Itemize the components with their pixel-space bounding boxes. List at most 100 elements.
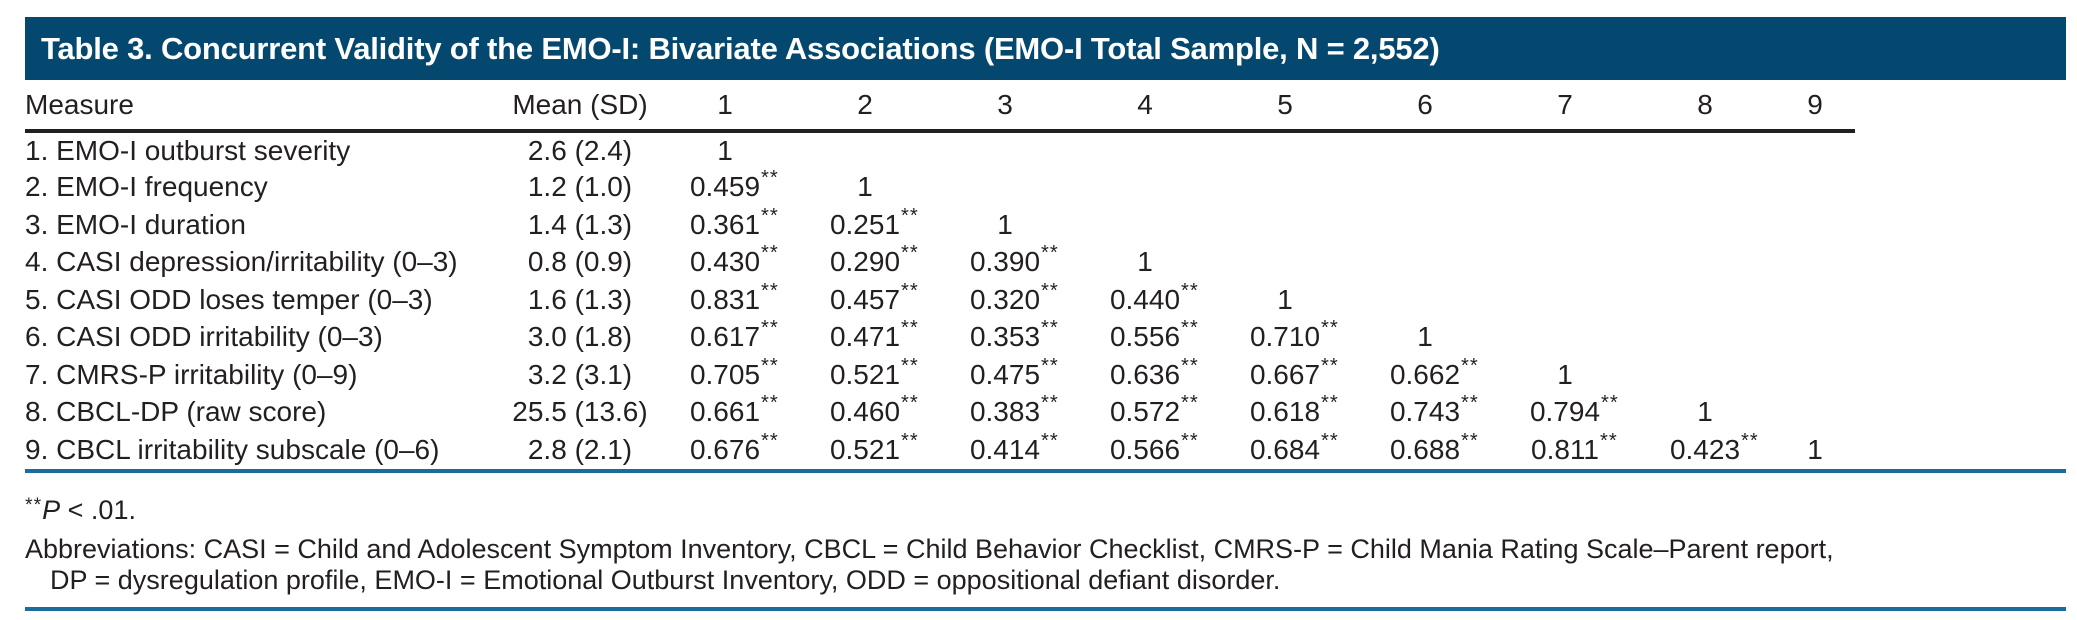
mean-sd-value: 1.2 (1.0): [527, 171, 633, 203]
correlation-cell: [1355, 281, 1495, 319]
correlation-value: 0.460 **: [829, 392, 919, 428]
correlation-value: 0.794 **: [1529, 392, 1619, 428]
abbreviations-note: Abbreviations: CASI = Child and Adolesce…: [25, 534, 2066, 596]
significance-stars: **: [901, 242, 919, 265]
correlation-cell: [1215, 244, 1355, 282]
correlation-cell: [1635, 131, 1775, 169]
correlation-cell: 0.471 **: [795, 317, 935, 357]
correlation-value: 1: [1697, 396, 1713, 428]
table-title: Table 3. Concurrent Validity of the EMO-…: [41, 31, 1440, 66]
significance-stars: **: [1181, 279, 1199, 302]
significance-stars: **: [761, 317, 779, 340]
correlation-value: 0.390 **: [969, 242, 1059, 278]
correlation-cell: 0.667 **: [1215, 355, 1355, 394]
significance-stars: **: [1181, 354, 1199, 377]
correlation-value: 0.521 **: [829, 429, 919, 465]
significance-stars: **: [901, 279, 919, 302]
correlation-cell: [1215, 131, 1355, 169]
correlation-cell: [1495, 131, 1635, 169]
correlation-value: 0.662 **: [1389, 354, 1479, 390]
figure-bottom-rule: [25, 606, 2066, 611]
correlation-cell: [1635, 206, 1775, 244]
significance-stars: **: [761, 429, 779, 452]
correlation-cell: 0.423 **: [1635, 429, 1775, 469]
correlation-value: 1: [997, 208, 1013, 240]
correlation-cell: 1: [655, 131, 795, 169]
correlation-cell: 0.705 **: [655, 354, 795, 394]
correlation-cell: [1495, 319, 1635, 357]
significance-stars: **: [901, 429, 919, 452]
header-col-6: 6: [1355, 80, 1495, 133]
significance-stars: **: [1041, 392, 1059, 415]
correlation-value: 0.475 **: [969, 354, 1059, 390]
significance-p-symbol: P: [42, 494, 61, 525]
header-col-1: 1: [655, 80, 795, 133]
correlation-cell: 1: [795, 169, 935, 207]
correlation-cell: 0.459 **: [655, 167, 795, 207]
measure-label: 1. EMO-I outburst severity: [25, 134, 351, 166]
measure-label: 9. CBCL irritability subscale (0–6): [25, 433, 440, 465]
correlation-cell: 1: [1635, 394, 1775, 432]
significance-stars: **: [1041, 354, 1059, 377]
table-body: 1. EMO-I outburst severity 2.6 (2.4) 1 2. E…: [25, 131, 1855, 469]
correlation-cell: 0.460 **: [795, 392, 935, 432]
correlation-value: 1: [1137, 246, 1153, 278]
correlation-cell: [935, 169, 1075, 207]
measure-label: 6. CASI ODD irritability (0–3): [25, 321, 383, 353]
correlation-cell: [1775, 206, 1855, 244]
correlation-value: 0.831 **: [689, 279, 779, 315]
correlation-cell: 0.572 **: [1075, 392, 1215, 432]
correlation-cell: 0.811 **: [1495, 429, 1635, 469]
correlation-cell: 0.661 **: [655, 392, 795, 432]
significance-stars: **: [1181, 429, 1199, 452]
correlation-cell: 1: [1495, 356, 1635, 394]
significance-stars: **: [1321, 429, 1339, 452]
table-row: 8. CBCL-DP (raw score) 25.5 (13.6) 0.661 **…: [25, 392, 1855, 432]
table-row: 4. CASI depression/irritability (0–3) 0.8…: [25, 242, 1855, 282]
correlation-cell: 0.794 **: [1495, 392, 1635, 432]
correlation-cell: [935, 131, 1075, 169]
correlation-value: 0.636 **: [1109, 354, 1199, 390]
correlation-table: Measure Mean (SD) 1 2 3 4 5 6 7 8 9 1. E…: [25, 80, 1855, 469]
table-bottom-rule: [25, 468, 2066, 473]
correlation-cell: 0.383 **: [935, 392, 1075, 432]
significance-stars: **: [1600, 429, 1618, 452]
header-col-3: 3: [935, 80, 1075, 133]
correlation-cell: 0.688 **: [1355, 429, 1495, 469]
correlation-value: 0.811 **: [1531, 429, 1618, 465]
table-content: Table 3. Concurrent Validity of the EMO-…: [25, 0, 2066, 611]
measure-label: 2. EMO-I frequency: [25, 171, 268, 203]
mean-sd-value: 2.6 (2.4): [527, 134, 633, 166]
significance-stars: **: [1461, 392, 1479, 415]
correlation-cell: 0.290 **: [795, 242, 935, 282]
significance-stars: **: [901, 317, 919, 340]
correlation-value: 0.743 **: [1389, 392, 1479, 428]
correlation-cell: [1635, 356, 1775, 394]
correlation-value: 0.459 **: [689, 167, 779, 203]
correlation-cell: [1075, 131, 1215, 169]
significance-stars: **: [901, 204, 919, 227]
significance-stars: **: [1461, 429, 1479, 452]
correlation-value: 0.572 **: [1109, 392, 1199, 428]
significance-stars: **: [761, 392, 779, 415]
significance-stars: **: [761, 279, 779, 302]
correlation-cell: 1: [935, 206, 1075, 244]
significance-stars: **: [1601, 392, 1619, 415]
correlation-cell: 0.440 **: [1075, 279, 1215, 319]
correlation-cell: [1635, 281, 1775, 319]
significance-stars: **: [1321, 317, 1339, 340]
correlation-cell: [1775, 319, 1855, 357]
significance-stars: **: [901, 392, 919, 415]
correlation-value: 0.353 **: [969, 317, 1059, 353]
significance-stars: **: [25, 493, 43, 516]
correlation-cell: 0.390 **: [935, 242, 1075, 282]
mean-sd-value: 1.6 (1.3): [527, 283, 633, 315]
correlation-cell: 0.361 **: [655, 205, 795, 244]
significance-stars: **: [1041, 429, 1059, 452]
correlation-value: 0.457 **: [829, 279, 919, 315]
correlation-cell: [1075, 169, 1215, 207]
correlation-cell: 0.521 **: [795, 355, 935, 394]
correlation-value: 0.423 **: [1669, 429, 1759, 465]
significance-stars: **: [761, 167, 779, 190]
significance-stars: **: [761, 354, 779, 377]
